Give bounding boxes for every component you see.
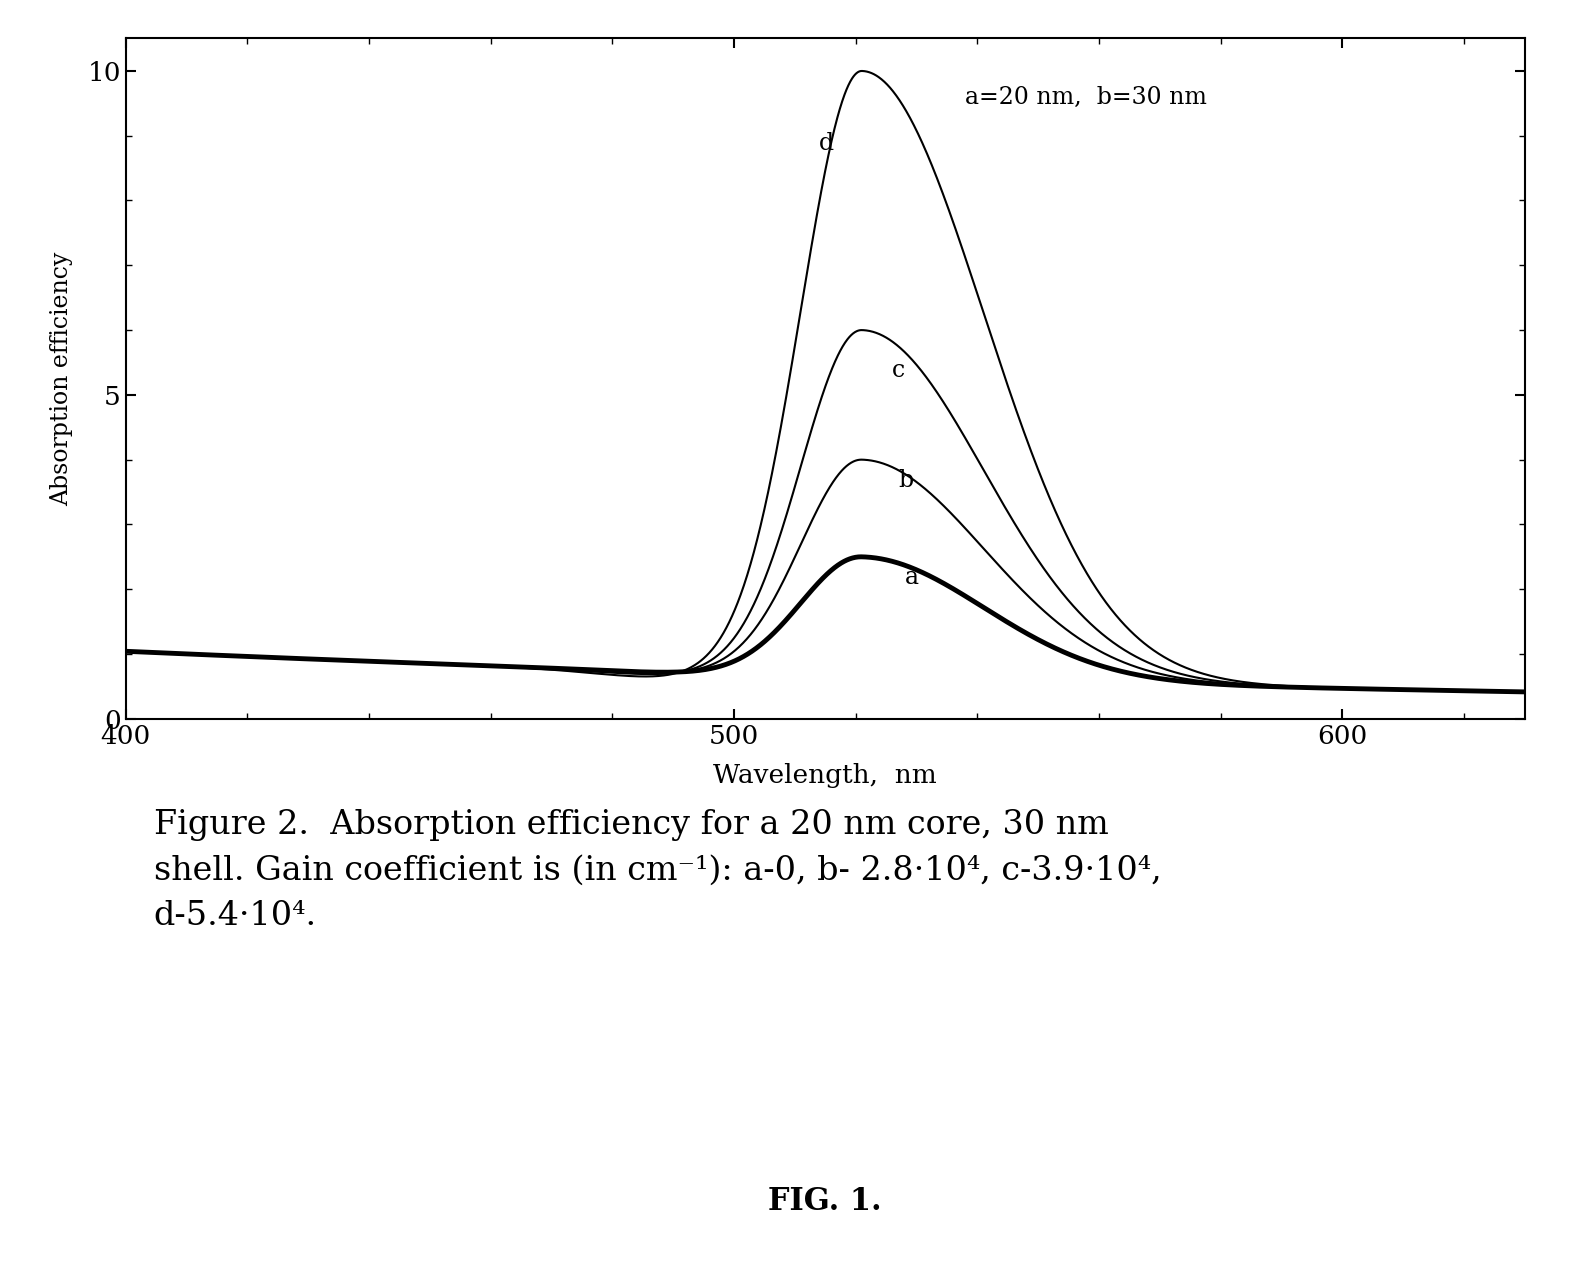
Text: b: b [898, 469, 913, 492]
Text: c: c [893, 359, 905, 382]
Text: d: d [819, 132, 835, 155]
Text: a: a [904, 566, 918, 589]
Text: a=20 nm,  b=30 nm: a=20 nm, b=30 nm [965, 86, 1207, 109]
Text: Figure 2.  Absorption efficiency for a 20 nm core, 30 nm
shell. Gain coefficient: Figure 2. Absorption efficiency for a 20… [154, 809, 1162, 933]
X-axis label: Wavelength,  nm: Wavelength, nm [714, 763, 937, 787]
Text: FIG. 1.: FIG. 1. [769, 1186, 882, 1217]
Y-axis label: Absorption efficiency: Absorption efficiency [50, 252, 74, 506]
